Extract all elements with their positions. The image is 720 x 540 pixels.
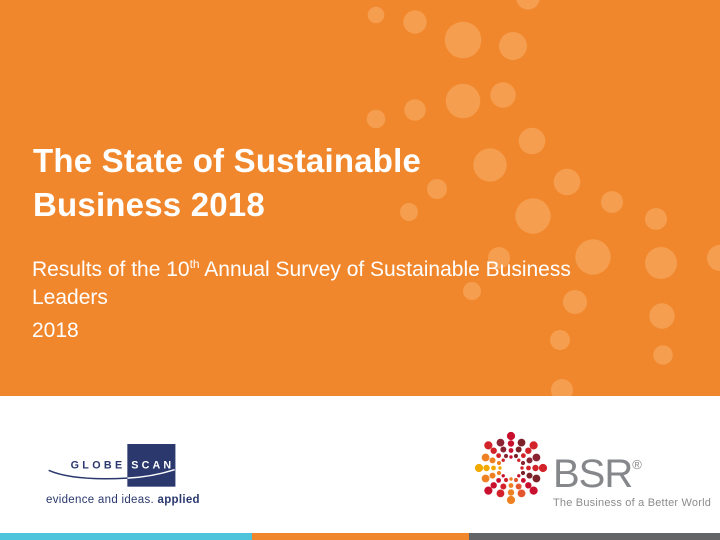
slide-title: The State of Sustainable Business 2018 [33, 139, 421, 227]
slide-title-line-2: Business 2018 [33, 186, 265, 223]
hero-banner: The State of Sustainable Business 2018 Re… [0, 0, 720, 396]
globescan-name-left: GLOBE [71, 459, 126, 471]
globescan-name-right: SCAN [131, 459, 174, 471]
bsr-logo: BSR® The Business of a Better World [473, 430, 713, 510]
bsr-name-text: BSR [553, 452, 633, 496]
bsr-tagline: The Business of a Better World [553, 497, 712, 509]
subtitle-suffix: Annual Survey of Sustainable Business Le… [32, 258, 571, 309]
globescan-navy-square [127, 444, 176, 487]
globescan-logo-mark: GLOBE SCAN [48, 444, 176, 487]
slide-subtitle: Results of the 10th Annual Survey of Sus… [32, 256, 577, 345]
bsr-logo-text: BSR® The Business of a Better World [553, 445, 711, 509]
subtitle-text: Results of the 10th Annual Survey of Sus… [32, 256, 577, 312]
globescan-tagline-regular: evidence and ideas. [46, 494, 158, 506]
bottom-accent-bar [0, 533, 720, 540]
bsr-name: BSR® [553, 445, 711, 494]
globescan-tagline-bold: applied [157, 494, 200, 506]
subtitle-ordinal-superscript: th [189, 257, 200, 271]
bsr-registered-mark: ® [632, 457, 642, 472]
bsr-starburst-icon [474, 431, 548, 505]
globescan-logo: GLOBE SCAN evidence and ideas. applied [44, 396, 204, 511]
subtitle-prefix: Results of the 10 [32, 258, 190, 281]
bar-segment-orange [252, 533, 469, 540]
bar-segment-gray [469, 533, 720, 540]
globescan-swoosh-left [48, 469, 128, 480]
logo-band: GLOBE SCAN evidence and ideas. applied B… [0, 396, 720, 533]
subtitle-year: 2018 [32, 319, 79, 342]
slide-title-line-1: The State of Sustainable [33, 142, 422, 179]
background-dots-pattern [366, 0, 720, 396]
globescan-swoosh-right [127, 468, 175, 479]
globescan-tagline: evidence and ideas. applied [46, 494, 206, 506]
bar-segment-teal [0, 533, 252, 540]
